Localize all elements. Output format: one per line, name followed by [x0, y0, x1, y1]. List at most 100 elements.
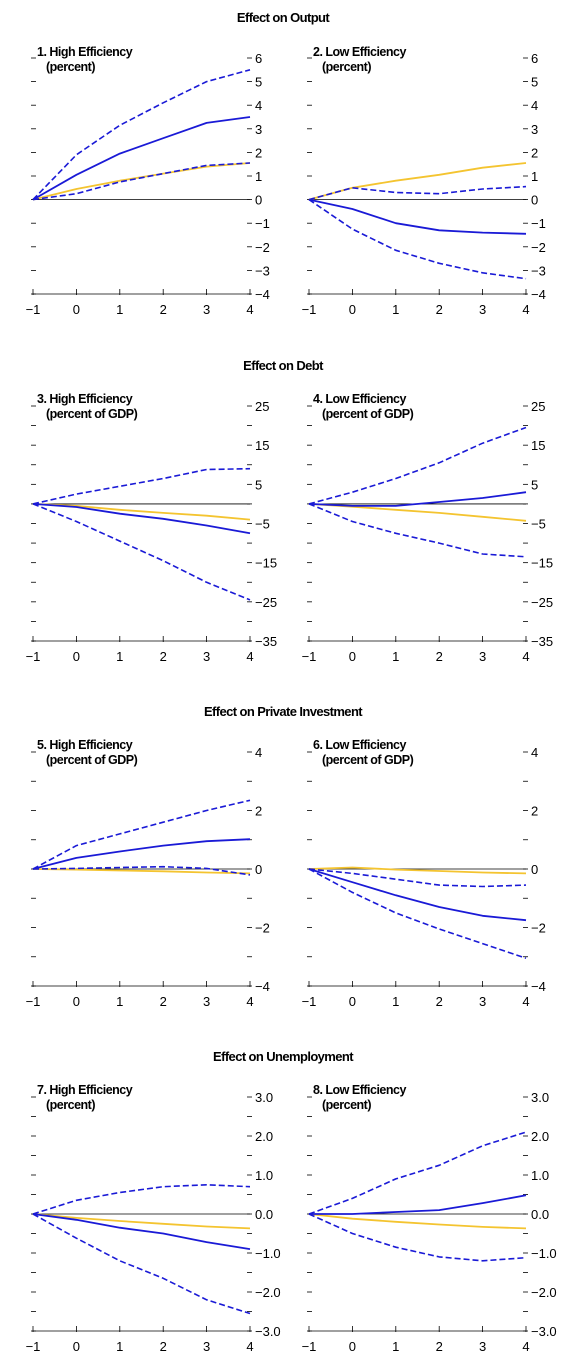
x-tick-label: 3	[203, 302, 210, 317]
x-tick-label: −1	[302, 649, 317, 664]
upper-band-line	[32, 467, 251, 505]
y-tick-label: 4	[531, 98, 538, 113]
y-tick-label: −3	[531, 263, 546, 278]
y-tick-label: −2	[255, 240, 270, 255]
x-tick-label: 3	[479, 994, 486, 1009]
y-tick-label: −4	[255, 287, 270, 302]
y-tick-label: −25	[255, 595, 277, 610]
y-tick-label: 0	[255, 862, 262, 877]
y-tick-label: 1	[255, 169, 262, 184]
y-tick-label: 1.0	[531, 1168, 549, 1183]
x-tick-label: 2	[160, 1339, 167, 1354]
estimate-series-line	[32, 1213, 251, 1250]
x-tick-label: −1	[26, 1339, 41, 1354]
x-tick-label: 2	[160, 994, 167, 1009]
x-tick-label: 0	[73, 994, 80, 1009]
panel-subtitle: (percent)	[322, 1098, 371, 1112]
y-tick-label: −2.0	[531, 1285, 557, 1300]
panel-title: 4. Low Efficiency	[313, 392, 406, 406]
x-tick-label: −1	[302, 994, 317, 1009]
x-tick-label: 3	[479, 649, 486, 664]
chart-panel-4: 4. Low Efficiency(percent of GDP) −35 −25 −…	[302, 392, 553, 664]
panel-subtitle: (percent of GDP)	[322, 407, 414, 421]
y-tick-label: 25	[255, 399, 269, 414]
lower-band-line	[32, 162, 251, 201]
x-tick-label: 3	[203, 649, 210, 664]
x-tick-label: 1	[392, 994, 399, 1009]
x-tick-label: −1	[302, 1339, 317, 1354]
x-tick-label: 2	[160, 649, 167, 664]
x-tick-label: 0	[73, 302, 80, 317]
x-tick-label: 1	[116, 994, 123, 1009]
y-tick-label: −2	[255, 921, 270, 936]
chart-panel-5: 5. High Efficiency(percent of GDP) −4 −2 0 2…	[26, 738, 270, 1009]
y-tick-label: 5	[255, 477, 262, 492]
panel-title: 1. High Efficiency	[37, 45, 133, 59]
lower-band-line	[32, 865, 251, 876]
x-tick-label: 2	[436, 994, 443, 1009]
chart-panel-6: 6. Low Efficiency(percent of GDP) −4 −2 0 2 4…	[302, 738, 546, 1009]
lower-band-line	[308, 1213, 527, 1262]
x-tick-label: 4	[246, 649, 253, 664]
lower-band-line	[32, 503, 251, 601]
y-tick-label: 2.0	[255, 1129, 273, 1144]
baseline-series-line	[308, 866, 527, 875]
y-tick-label: −3.0	[255, 1324, 281, 1339]
lower-band-line	[32, 1213, 251, 1315]
baseline-series-line	[32, 503, 251, 521]
y-tick-label: 6	[255, 51, 262, 66]
panel-subtitle: (percent of GDP)	[322, 753, 414, 767]
estimate-series-line	[308, 491, 527, 507]
estimate-series-line	[32, 116, 251, 201]
y-tick-label: 5	[255, 75, 262, 90]
y-tick-label: 2	[531, 804, 538, 819]
chart-panel-7: 7. High Efficiency(percent) −3.0 −2.0 −1.0 0…	[26, 1083, 281, 1354]
estimate-series-line	[308, 868, 527, 922]
baseline-series-line	[308, 503, 527, 522]
panel-subtitle: (percent)	[46, 60, 95, 74]
x-tick-label: 0	[73, 1339, 80, 1354]
y-tick-label: 3	[255, 122, 262, 137]
y-tick-label: 0	[531, 193, 538, 208]
chart-panel-1: 1. High Efficiency(percent) −4 −3 −2 −1 0 1 2 3 4…	[26, 45, 270, 317]
y-tick-label: 0	[255, 193, 262, 208]
panel-title: 6. Low Efficiency	[313, 738, 406, 752]
y-tick-label: 0.0	[255, 1207, 273, 1222]
x-tick-label: 2	[160, 302, 167, 317]
panel-title: 5. High Efficiency	[37, 738, 133, 752]
y-tick-label: 2	[531, 145, 538, 160]
section-title-unemployment: Effect on Unemployment	[213, 1049, 354, 1064]
x-tick-label: 3	[479, 302, 486, 317]
y-tick-label: −1	[531, 216, 546, 231]
panel-title: 2. Low Efficiency	[313, 45, 406, 59]
y-tick-label: −2	[531, 240, 546, 255]
y-tick-label: −1.0	[531, 1246, 557, 1261]
x-tick-label: 4	[246, 302, 253, 317]
x-tick-label: 1	[392, 649, 399, 664]
section-title-private-investment: Effect on Private Investment	[204, 704, 363, 719]
x-tick-label: −1	[302, 302, 317, 317]
y-tick-label: −1	[255, 216, 270, 231]
upper-band-line	[308, 426, 527, 505]
x-tick-label: 0	[349, 649, 356, 664]
panel-subtitle: (percent of GDP)	[46, 753, 138, 767]
x-tick-label: 2	[436, 302, 443, 317]
x-tick-label: 1	[392, 302, 399, 317]
chart-panels: 1. High Efficiency(percent)−4−3−2−101234…	[26, 45, 557, 1354]
y-tick-label: 0.0	[531, 1207, 549, 1222]
panel-subtitle: (percent)	[322, 60, 371, 74]
y-tick-label: 5	[531, 75, 538, 90]
x-tick-label: 1	[116, 649, 123, 664]
panel-subtitle: (percent of GDP)	[46, 407, 138, 421]
upper-band-line	[308, 185, 527, 201]
y-tick-label: 2.0	[531, 1129, 549, 1144]
x-tick-label: 2	[436, 1339, 443, 1354]
upper-band-line	[32, 799, 251, 870]
panel-subtitle: (percent)	[46, 1098, 95, 1112]
y-tick-label: −4	[531, 287, 546, 302]
x-tick-label: −1	[26, 302, 41, 317]
baseline-series-line	[32, 868, 251, 875]
y-tick-label: −3.0	[531, 1324, 557, 1339]
section-title-debt: Effect on Debt	[243, 358, 324, 373]
panel-title: 3. High Efficiency	[37, 392, 133, 406]
